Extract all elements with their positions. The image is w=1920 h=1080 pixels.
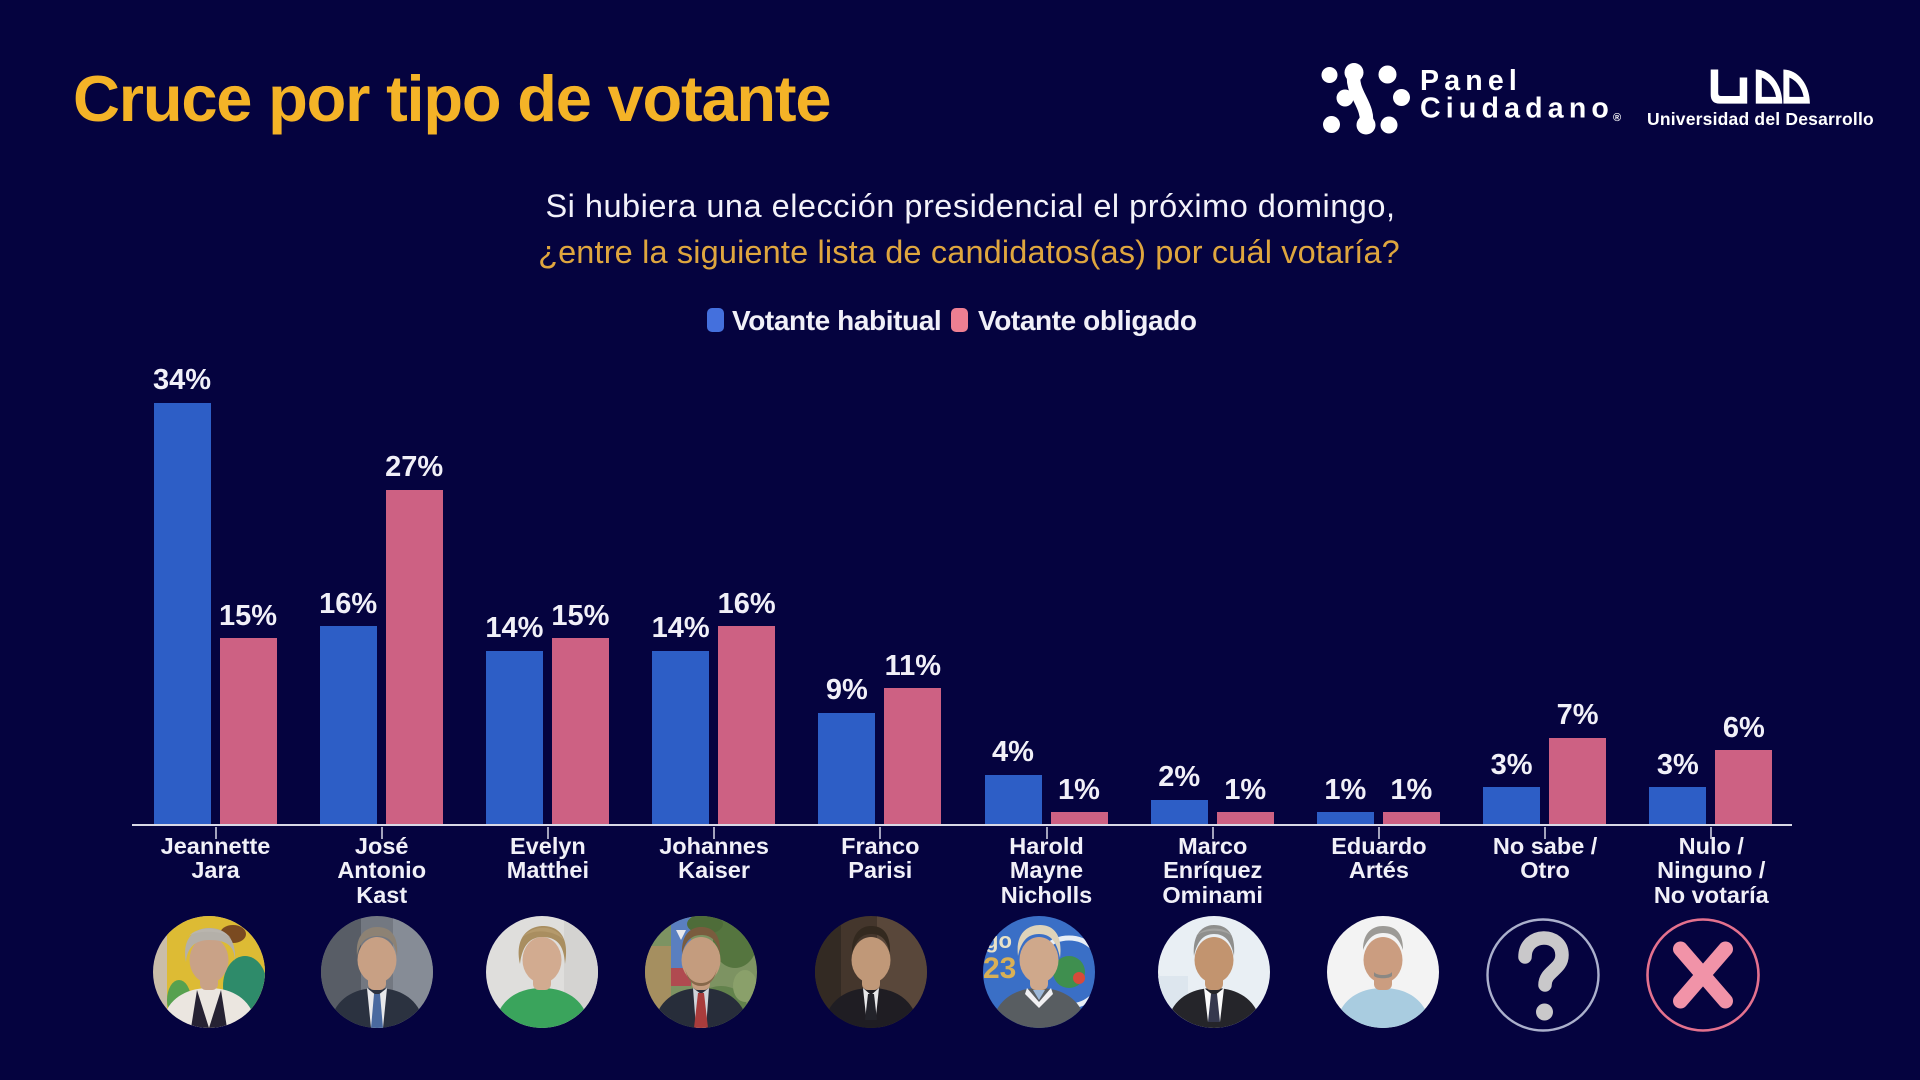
svg-text:go: go [985, 928, 1012, 953]
svg-text:Universidad del Desarrollo: Universidad del Desarrollo [1647, 109, 1874, 129]
svg-text:Ciudadano: Ciudadano [1420, 93, 1614, 125]
svg-text:Panel: Panel [1420, 65, 1522, 97]
svg-text:23: 23 [983, 952, 1016, 985]
svg-text:®: ® [1613, 112, 1621, 124]
